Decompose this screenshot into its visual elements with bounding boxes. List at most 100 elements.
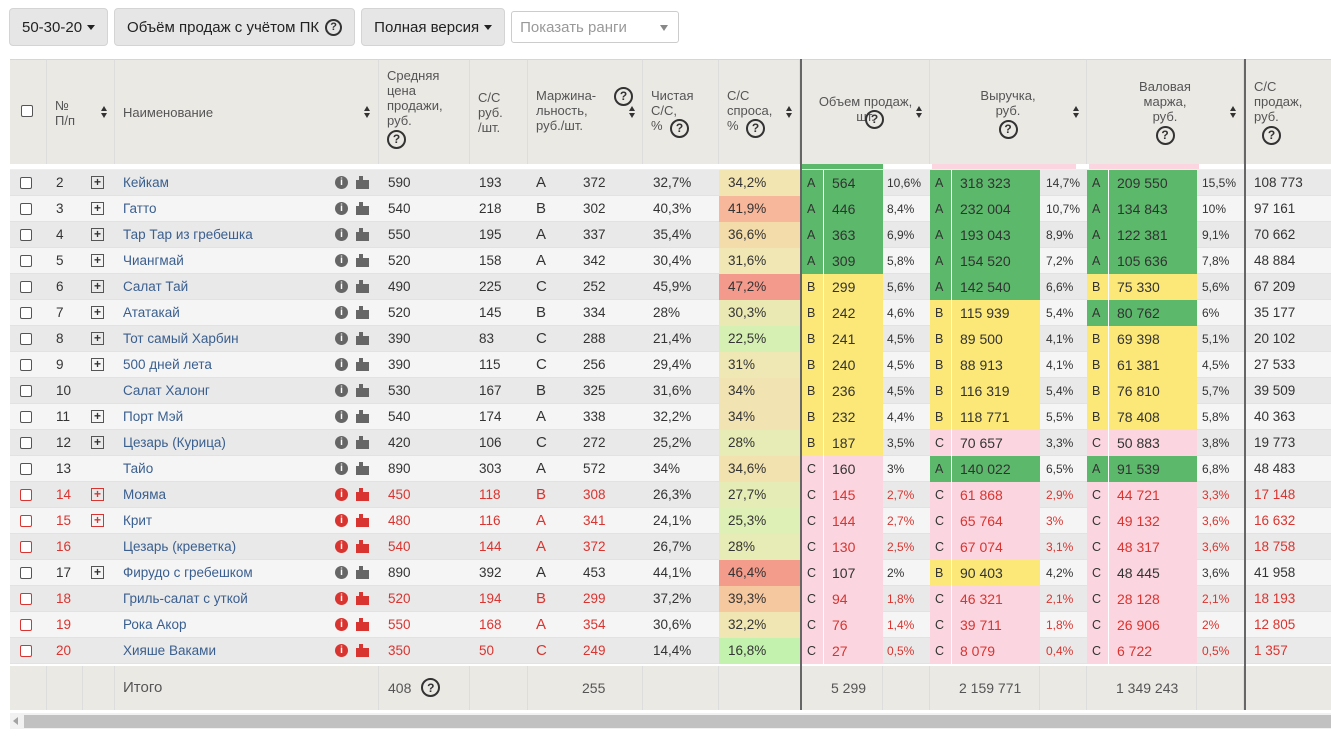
dish-name-link[interactable]: Крит [123, 513, 153, 528]
version-dropdown[interactable]: Полная версия [361, 8, 506, 46]
info-icon[interactable]: i [335, 436, 348, 449]
puzzle-icon[interactable] [356, 254, 369, 267]
show-ranks-select[interactable]: Показать ранги [511, 11, 680, 43]
dish-name-link[interactable]: Тар Тар из гребешка [123, 227, 253, 242]
header-gross-margin[interactable]: Валовая маржа, руб. ? [1087, 60, 1244, 165]
info-icon[interactable]: i [335, 176, 348, 189]
puzzle-icon[interactable] [356, 228, 369, 241]
info-icon[interactable]: i [335, 384, 348, 397]
row-checkbox[interactable] [20, 593, 32, 605]
rank-scheme-dropdown[interactable]: 50-30-20 [9, 8, 109, 46]
help-icon[interactable]: ? [421, 678, 441, 698]
dish-name-link[interactable]: Гатто [123, 201, 157, 216]
puzzle-icon[interactable] [356, 540, 369, 553]
header-demand-cost[interactable]: С/С спроса,% ? [719, 60, 800, 165]
help-icon[interactable]: ? [865, 110, 884, 129]
header-net-cost[interactable]: Чистая С/С,% ? [643, 60, 719, 165]
info-icon[interactable]: i [335, 358, 348, 371]
row-checkbox[interactable] [20, 203, 32, 215]
dish-name-link[interactable]: Салат Тай [123, 279, 189, 294]
info-icon[interactable]: i [335, 410, 348, 423]
dish-name-link[interactable]: Кейкам [123, 175, 169, 190]
help-icon[interactable]: ? [1262, 126, 1281, 145]
dish-name-link[interactable]: Чиангмай [123, 253, 184, 268]
row-checkbox[interactable] [20, 645, 32, 657]
help-icon[interactable]: ? [670, 119, 689, 138]
header-sales-cost[interactable]: С/С продаж, руб. ? [1246, 60, 1331, 165]
expand-plus-icon[interactable]: + [91, 410, 104, 423]
row-checkbox[interactable] [20, 177, 32, 189]
info-icon[interactable]: i [335, 592, 348, 605]
dish-name-link[interactable]: Цезарь (креветка) [123, 539, 237, 554]
dish-name-link[interactable]: Цезарь (Курица) [123, 435, 226, 450]
puzzle-icon[interactable] [356, 410, 369, 423]
expand-plus-icon[interactable]: + [91, 358, 104, 371]
dish-name-link[interactable]: Салат Халонг [123, 383, 210, 398]
dish-name-link[interactable]: Фирудо с гребешком [123, 565, 253, 580]
puzzle-icon[interactable] [356, 306, 369, 319]
help-icon[interactable]: ? [614, 87, 633, 106]
puzzle-icon[interactable] [356, 488, 369, 501]
row-checkbox[interactable] [20, 385, 32, 397]
row-checkbox[interactable] [20, 567, 32, 579]
row-checkbox[interactable] [20, 307, 32, 319]
row-checkbox[interactable] [20, 359, 32, 371]
info-icon[interactable]: i [335, 254, 348, 267]
row-checkbox[interactable] [20, 489, 32, 501]
sort-icon[interactable] [101, 106, 108, 118]
horizontal-scrollbar[interactable] [10, 713, 1331, 729]
row-checkbox[interactable] [20, 541, 32, 553]
dish-name-link[interactable]: Тайо [123, 461, 154, 476]
dish-name-link[interactable]: 500 дней лета [123, 357, 212, 372]
row-checkbox[interactable] [20, 437, 32, 449]
puzzle-icon[interactable] [356, 332, 369, 345]
sort-icon[interactable] [629, 106, 636, 118]
info-icon[interactable]: i [335, 306, 348, 319]
info-icon[interactable]: i [335, 644, 348, 657]
header-number[interactable]: № П/п [47, 60, 115, 165]
row-checkbox[interactable] [20, 463, 32, 475]
info-icon[interactable]: i [335, 280, 348, 293]
sort-icon[interactable] [916, 106, 923, 118]
puzzle-icon[interactable] [356, 436, 369, 449]
info-icon[interactable]: i [335, 540, 348, 553]
puzzle-icon[interactable] [356, 280, 369, 293]
dish-name-link[interactable]: Гриль-салат с уткой [123, 591, 248, 606]
help-icon[interactable]: ? [387, 130, 406, 149]
scrollbar-thumb[interactable] [24, 715, 1331, 728]
header-sales-volume[interactable]: Объем продаж, шт. ? [802, 60, 930, 165]
row-checkbox[interactable] [20, 281, 32, 293]
row-checkbox[interactable] [20, 255, 32, 267]
puzzle-icon[interactable] [356, 176, 369, 189]
help-icon[interactable]: ? [1155, 126, 1175, 145]
dish-name-link[interactable]: Хияше Ваками [123, 643, 216, 658]
sort-icon[interactable] [364, 106, 371, 118]
sort-icon[interactable] [786, 106, 793, 118]
puzzle-icon[interactable] [356, 384, 369, 397]
dish-name-link[interactable]: Мояма [123, 487, 167, 502]
puzzle-icon[interactable] [356, 644, 369, 657]
info-icon[interactable]: i [335, 514, 348, 527]
expand-plus-icon[interactable]: + [91, 488, 104, 501]
header-name[interactable]: Наименование [115, 60, 379, 165]
row-checkbox[interactable] [20, 515, 32, 527]
expand-plus-icon[interactable]: + [91, 280, 104, 293]
sort-icon[interactable] [1230, 106, 1237, 118]
expand-plus-icon[interactable]: + [91, 514, 104, 527]
header-avg-price[interactable]: Средняя цена продажи, руб. ? [379, 60, 470, 165]
help-icon[interactable]: ? [325, 18, 343, 36]
dish-name-link[interactable]: Ататакай [123, 305, 180, 320]
info-icon[interactable]: i [335, 202, 348, 215]
expand-plus-icon[interactable]: + [91, 176, 104, 189]
puzzle-icon[interactable] [356, 566, 369, 579]
header-cost[interactable]: С/С руб./шт. [470, 60, 528, 165]
puzzle-icon[interactable] [356, 514, 369, 527]
puzzle-icon[interactable] [356, 358, 369, 371]
dish-name-link[interactable]: Порт Мэй [123, 409, 184, 424]
row-checkbox[interactable] [20, 619, 32, 631]
dish-name-link[interactable]: Рока Акор [123, 617, 187, 632]
info-icon[interactable]: i [335, 618, 348, 631]
help-icon[interactable]: ? [998, 120, 1018, 139]
puzzle-icon[interactable] [356, 462, 369, 475]
sort-icon[interactable] [1073, 106, 1080, 118]
